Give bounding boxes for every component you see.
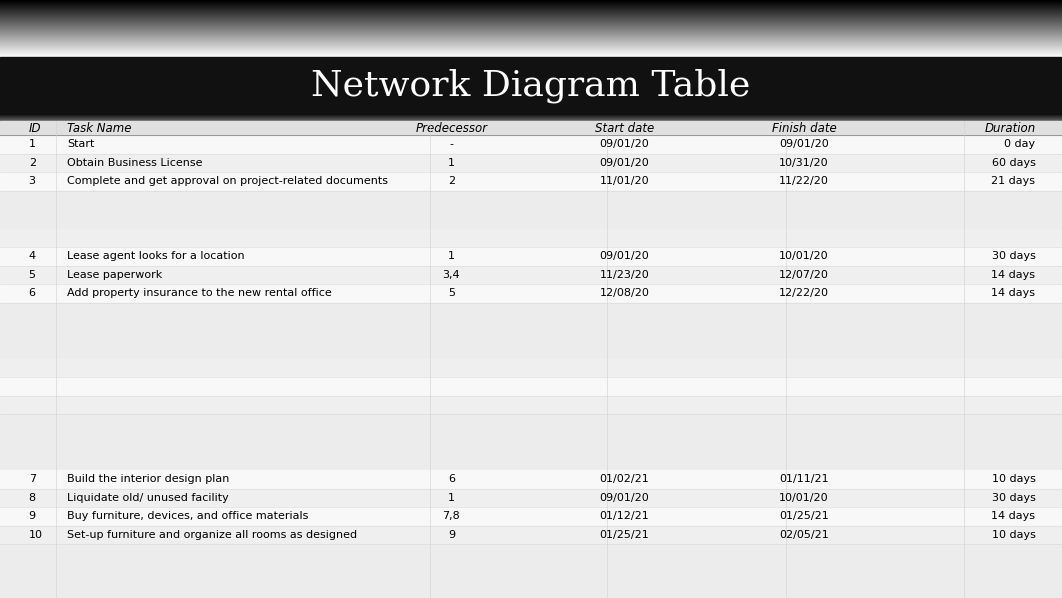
Bar: [0, 358, 1062, 377]
Text: 1: 1: [448, 251, 455, 261]
Text: Finish date: Finish date: [772, 121, 836, 135]
Text: -: -: [449, 139, 453, 150]
Text: 09/01/20: 09/01/20: [600, 251, 649, 261]
Text: 21 days: 21 days: [992, 176, 1035, 186]
Bar: [0, 57, 1062, 114]
Bar: [0, 228, 1062, 247]
Text: Duration: Duration: [984, 121, 1035, 135]
Text: 09/01/20: 09/01/20: [600, 493, 649, 503]
Text: 14 days: 14 days: [992, 288, 1035, 298]
Text: 5: 5: [448, 288, 455, 298]
Text: 1: 1: [448, 493, 455, 503]
Text: 5: 5: [29, 270, 36, 280]
Text: 8: 8: [29, 493, 36, 503]
Bar: [0, 377, 1062, 395]
Text: Lease paperwork: Lease paperwork: [67, 270, 162, 280]
Bar: [0, 135, 1062, 154]
Text: 12/07/20: 12/07/20: [780, 270, 828, 280]
Text: 09/01/20: 09/01/20: [780, 139, 828, 150]
Text: 6: 6: [29, 288, 36, 298]
Text: Predecessor: Predecessor: [415, 121, 487, 135]
Text: 01/12/21: 01/12/21: [600, 511, 649, 521]
Text: Lease agent looks for a location: Lease agent looks for a location: [67, 251, 244, 261]
Text: 2: 2: [29, 158, 36, 168]
Text: 60 days: 60 days: [992, 158, 1035, 168]
Bar: [0, 470, 1062, 489]
Text: 10 days: 10 days: [992, 530, 1035, 540]
Text: 12/08/20: 12/08/20: [600, 288, 649, 298]
Text: 7,8: 7,8: [443, 511, 460, 521]
Text: ID: ID: [29, 121, 41, 135]
Text: 10 days: 10 days: [992, 474, 1035, 484]
Text: 01/11/21: 01/11/21: [780, 474, 828, 484]
Text: Obtain Business License: Obtain Business License: [67, 158, 203, 168]
Text: 7: 7: [29, 474, 36, 484]
Text: 4: 4: [29, 251, 36, 261]
Text: Start: Start: [67, 139, 95, 150]
Text: 30 days: 30 days: [992, 251, 1035, 261]
Bar: [0, 303, 1062, 358]
Bar: [0, 489, 1062, 507]
Text: 01/25/21: 01/25/21: [600, 530, 649, 540]
Bar: [0, 544, 1062, 598]
Bar: [0, 414, 1062, 470]
Text: 01/25/21: 01/25/21: [780, 511, 828, 521]
Text: 11/22/20: 11/22/20: [780, 176, 828, 186]
Text: Buy furniture, devices, and office materials: Buy furniture, devices, and office mater…: [67, 511, 308, 521]
Text: 3: 3: [29, 176, 36, 186]
Text: 11/01/20: 11/01/20: [600, 176, 649, 186]
Text: 12/22/20: 12/22/20: [778, 288, 829, 298]
Bar: [0, 154, 1062, 172]
Text: 09/01/20: 09/01/20: [600, 139, 649, 150]
Text: Add property insurance to the new rental office: Add property insurance to the new rental…: [67, 288, 331, 298]
Text: Set-up furniture and organize all rooms as designed: Set-up furniture and organize all rooms …: [67, 530, 357, 540]
Bar: [0, 121, 1062, 135]
Text: 02/05/21: 02/05/21: [780, 530, 828, 540]
Bar: [0, 266, 1062, 284]
Text: Task Name: Task Name: [67, 121, 132, 135]
Text: 14 days: 14 days: [992, 511, 1035, 521]
Text: 0 day: 0 day: [1005, 139, 1035, 150]
Text: 1: 1: [29, 139, 36, 150]
Text: 1: 1: [448, 158, 455, 168]
Bar: [0, 128, 1062, 598]
Text: 11/23/20: 11/23/20: [600, 270, 649, 280]
Text: 3,4: 3,4: [443, 270, 460, 280]
Text: 09/01/20: 09/01/20: [600, 158, 649, 168]
Text: 6: 6: [448, 474, 455, 484]
Bar: [0, 526, 1062, 544]
Text: Start date: Start date: [595, 121, 654, 135]
Text: 30 days: 30 days: [992, 493, 1035, 503]
Bar: [0, 172, 1062, 191]
Text: Network Diagram Table: Network Diagram Table: [311, 68, 751, 103]
Text: Build the interior design plan: Build the interior design plan: [67, 474, 229, 484]
Bar: [0, 284, 1062, 303]
Text: 2: 2: [448, 176, 455, 186]
Text: 10/01/20: 10/01/20: [780, 251, 828, 261]
Bar: [0, 247, 1062, 266]
Text: 10: 10: [29, 530, 42, 540]
Text: 14 days: 14 days: [992, 270, 1035, 280]
Text: 9: 9: [29, 511, 36, 521]
Text: 01/02/21: 01/02/21: [600, 474, 649, 484]
Bar: [0, 507, 1062, 526]
Text: Complete and get approval on project-related documents: Complete and get approval on project-rel…: [67, 176, 388, 186]
Text: Liquidate old/ unused facility: Liquidate old/ unused facility: [67, 493, 228, 503]
Bar: [0, 395, 1062, 414]
Text: 10/31/20: 10/31/20: [780, 158, 828, 168]
Text: 9: 9: [448, 530, 455, 540]
Text: 10/01/20: 10/01/20: [780, 493, 828, 503]
Bar: [0, 191, 1062, 228]
